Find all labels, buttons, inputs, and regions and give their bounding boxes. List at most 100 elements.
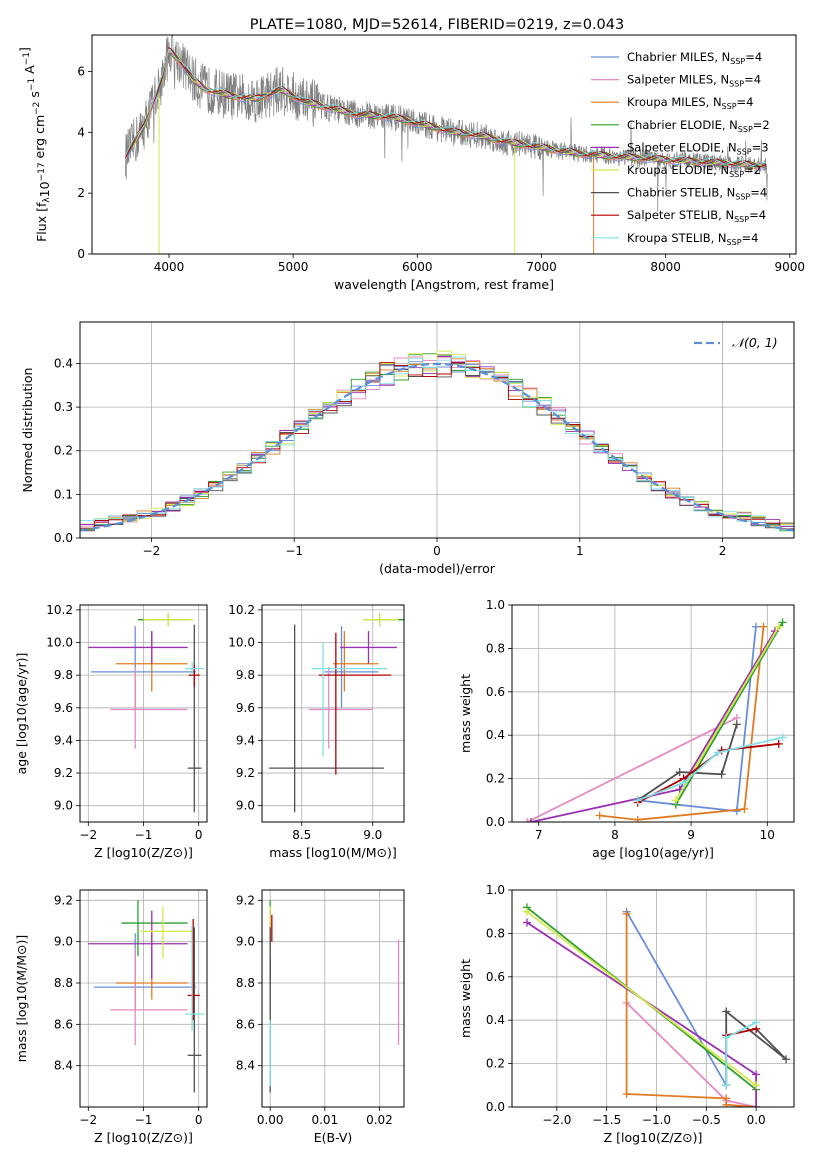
ticks-spectrum: 4000 5000 6000 7000 8000 9000 0 2 4 6 [77, 65, 805, 275]
y-tick-label: 9.2 [236, 766, 255, 780]
model-line-chabrier-elodie [125, 53, 767, 169]
series-chabrier-miles [622, 907, 731, 1090]
y-tick-label: 9.2 [236, 893, 255, 907]
x-tick-label: −1 [135, 828, 153, 842]
series-marker [527, 818, 536, 822]
series-salpeter-miles [523, 713, 741, 822]
x-tick-label: −1 [135, 1113, 153, 1127]
errorbar-chabrier-stelib [269, 624, 385, 813]
y-tick-label: 0 [77, 247, 85, 261]
x-tick-label: −2.0 [542, 1113, 571, 1127]
errorbar-kroupa-elodie [140, 906, 194, 959]
mass-weight-vs-age-frame [511, 604, 795, 823]
legend-entry: Kroupa MILES, NSSP=4 [627, 95, 753, 111]
ticks-mass-weight-vs-age: 7 8 9 10 0.0 0.2 0.4 0.6 0.8 1.0 [486, 598, 775, 842]
y-tick-label: 8.4 [54, 1059, 73, 1073]
y-axis-label: mass [log10(M/M⊙)] [14, 935, 29, 1063]
age-vs-mass-frame [261, 604, 405, 823]
series-kroupa-stelib [633, 733, 787, 805]
ticks-age-vs-Z: −2 −1 0 9.0 9.2 9.4 9.6 9.8 10.0 10.2 [46, 603, 202, 842]
legend-entry: Kroupa ELODIE, NSSP=2 [627, 163, 761, 179]
series-marker [752, 1103, 761, 1107]
errorbar-salpeter-elodie [88, 631, 188, 664]
x-tick-label: −2 [143, 544, 161, 558]
series-kroupa-miles [595, 622, 768, 822]
ticks-age-vs-mass: 8.5 9.0 9.0 9.2 9.4 9.6 9.8 10.0 10.2 [228, 603, 382, 842]
series-chabrier-miles [633, 622, 760, 816]
series-marker [622, 909, 631, 918]
legend-entry: 𝒩(0, 1) [732, 335, 778, 350]
series-line [637, 736, 783, 802]
legend-entry: Chabrier STELIB, NSSP=4 [627, 186, 767, 202]
y-tick-label: 10.2 [46, 603, 73, 617]
series-marker [633, 815, 642, 822]
y-tick-label: 4 [77, 125, 85, 139]
ticks-mass-vs-Z: −2 −1 0 8.4 8.6 8.8 9.0 9.2 [54, 893, 203, 1127]
x-tick-label: 0 [195, 1113, 203, 1127]
x-tick-label: 0 [433, 544, 441, 558]
x-tick-label: 0.02 [366, 1113, 393, 1127]
y-tick-label: 2 [77, 186, 85, 200]
y-tick-label: 6 [77, 65, 85, 79]
x-axis-label: age [log10(age/yr)] [592, 845, 714, 860]
legend-entry: Chabrier MILES, NSSP=4 [627, 50, 762, 66]
x-tick-label: 0.00 [257, 1113, 284, 1127]
y-tick-label: 8.4 [236, 1059, 255, 1073]
x-tick-label: −2 [79, 828, 97, 842]
x-tick-label: −2 [79, 1113, 97, 1127]
x-tick-label: −1 [285, 544, 303, 558]
x-tick-label: 0.01 [311, 1113, 338, 1127]
errorbar-chabrier-stelib [187, 927, 202, 1093]
series-line [637, 743, 779, 804]
series-marker [675, 768, 684, 777]
y-tick-label: 9.6 [236, 701, 255, 715]
y-tick-label: 0.6 [486, 685, 505, 699]
plot-area-mass-vs-Z [88, 900, 205, 1093]
plot-area-age-vs-Z [88, 613, 205, 813]
x-tick-label: 4000 [154, 260, 185, 274]
series-line [599, 626, 765, 821]
series-line [675, 621, 784, 806]
chart-title: PLATE=1080, MJD=52614, FIBERID=0219, z=0… [250, 17, 624, 33]
errorbar-kroupa-stelib [184, 662, 205, 676]
series-salpeter-elodie [522, 918, 761, 1107]
errorbar-kroupa-miles [333, 631, 379, 692]
x-tick-label: 0 [195, 828, 203, 842]
series-chabrier-elodie [671, 618, 787, 809]
x-axis-label: Z [log10(Z/Z⊙)] [94, 1130, 193, 1145]
series-marker [774, 622, 783, 631]
series-marker [752, 1081, 761, 1090]
series-salpeter-elodie [527, 627, 779, 822]
y-tick-label: 0.2 [486, 772, 505, 786]
legend-entry: Salpeter MILES, NSSP=4 [627, 73, 761, 89]
residuals-legend: 𝒩(0, 1) [694, 335, 778, 350]
x-axis-label: Z [log10(Z/Z⊙)] [604, 1130, 703, 1145]
mass-vs-Z-frame [79, 889, 208, 1108]
errorbar-kroupa-stelib [311, 642, 387, 757]
y-tick-label: 0.0 [486, 815, 505, 829]
series-line [637, 626, 757, 813]
y-tick-label: 9.0 [236, 799, 255, 813]
legend-entry: Chabrier ELODIE, NSSP=2 [627, 118, 770, 134]
x-axis-label: Z [log10(Z/Z⊙)] [94, 845, 193, 860]
x-tick-label: 5000 [278, 260, 309, 274]
series-line [625, 913, 757, 1107]
series-marker [774, 739, 783, 748]
age-vs-Z-frame [79, 604, 208, 823]
series-chabrier-stelib [633, 720, 741, 805]
series-line [625, 1002, 757, 1107]
mass-weight-vs-Z-frame [511, 889, 795, 1108]
x-axis-label: E(B-V) [314, 1130, 353, 1145]
y-tick-label: 0.4 [54, 356, 73, 370]
y-tick-label: 0.4 [486, 1013, 505, 1027]
x-axis-label: mass [log10(M/M⊙)] [269, 845, 397, 860]
x-tick-label: 10 [760, 828, 775, 842]
y-tick-label: 8.6 [54, 1017, 73, 1031]
model-line-chabrier-stelib [125, 47, 767, 168]
series-marker [595, 811, 604, 820]
x-tick-label: 1 [576, 544, 584, 558]
x-tick-label: 9000 [775, 260, 806, 274]
errorbar-chabrier-stelib [187, 624, 202, 813]
x-tick-label: 6000 [402, 260, 433, 274]
